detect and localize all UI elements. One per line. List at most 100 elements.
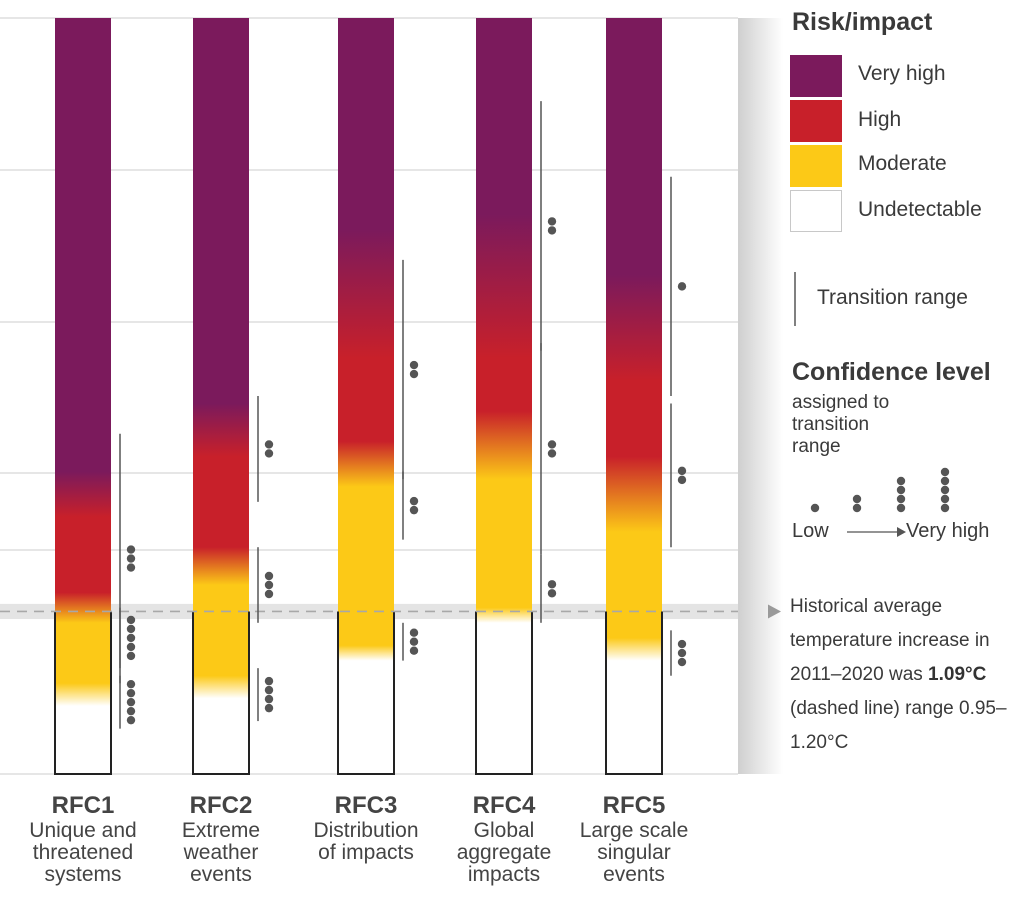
rfc1-confidence-dot <box>126 633 136 643</box>
rfc1-confidence-dot <box>126 715 136 725</box>
panel-divider-shadow <box>738 18 783 774</box>
rfc2-description: Extreme weather events <box>181 819 261 886</box>
legend-label-undetectable: Undetectable <box>858 198 982 221</box>
legend-confidence-title: Confidence level <box>792 358 991 386</box>
rfc2-code: RFC2 <box>189 792 253 819</box>
rfc1-confidence-dot <box>126 706 136 716</box>
legend-confidence-dot <box>896 476 906 486</box>
rfc4-label: RFC4 Global aggregate impacts <box>429 792 579 886</box>
rfc5-confidence-dot <box>677 648 687 658</box>
rfc2-confidence-dot <box>264 685 274 695</box>
legend-transition-label: Transition range <box>817 286 968 309</box>
legend-confidence-subtitle: assigned to transition range <box>792 392 890 457</box>
swatch-undetectable <box>790 190 842 232</box>
rfc2-confidence-dot <box>264 703 274 713</box>
legend-confidence-very-high: Very high <box>906 520 990 542</box>
rfc2-confidence-dot <box>264 449 274 458</box>
rfc2-confidence-dot <box>264 589 274 599</box>
rfc1-confidence-dot <box>126 545 136 554</box>
rfc4-bar <box>476 18 532 774</box>
rfc1-confidence-dot <box>126 679 136 689</box>
rfc5-confidence-dot <box>677 639 687 649</box>
rfc4-outline <box>475 611 533 775</box>
rfc4-confidence-dot <box>547 217 557 226</box>
rfc5-bar <box>606 18 662 774</box>
swatch-very-high <box>790 55 842 97</box>
transition-ranges <box>119 101 687 729</box>
historical-arrow-icon <box>768 604 781 619</box>
rfc1-confidence-dot <box>126 554 136 563</box>
legend-confidence-dot <box>940 485 950 495</box>
legend-label-moderate: Moderate <box>858 152 947 175</box>
rfc4-confidence-dot <box>547 440 557 449</box>
rfc5-confidence-dot <box>677 466 687 476</box>
rfc3-confidence-dot <box>409 505 419 515</box>
rfc3-description: Distribution of impacts <box>313 819 419 864</box>
historical-note-suffix: (dashed line) range 0.95–1.20°C <box>790 698 1007 753</box>
rfc1-confidence-dot <box>126 563 136 572</box>
rfc1-confidence-dot <box>126 642 136 652</box>
rfc5-confidence-dot <box>677 475 687 485</box>
legend-risk-title: Risk/impact <box>792 8 933 36</box>
rfc3-confidence-dot <box>409 369 419 379</box>
rfc2-confidence-dot <box>264 694 274 704</box>
rfc1-outline <box>54 611 112 775</box>
rfc2-confidence-dot <box>264 676 274 686</box>
legend-confidence-dot <box>852 503 862 513</box>
rfc3-label: RFC3 Distribution of impacts <box>291 792 441 864</box>
rfc2-bar <box>193 18 249 774</box>
swatch-moderate <box>790 145 842 187</box>
rfc2-confidence-dot <box>264 440 274 449</box>
rfc5-confidence-dot <box>677 282 687 291</box>
legend-label-high: High <box>858 108 902 131</box>
rfc3-confidence-dot <box>409 628 419 637</box>
rfc5-code: RFC5 <box>602 792 666 819</box>
legend-confidence-dot <box>940 476 950 486</box>
rfc1-confidence-dot <box>126 651 136 661</box>
rfc2-confidence-dot <box>264 571 274 581</box>
rfc1-confidence-dot <box>126 688 136 698</box>
rfc3-code: RFC3 <box>334 792 398 819</box>
rfc1-bar <box>55 18 111 774</box>
rfc1-confidence-dot <box>126 624 136 634</box>
rfc1-confidence-dot <box>126 615 136 625</box>
legend-confidence-dot <box>940 503 950 513</box>
rfc2-outline <box>192 611 250 775</box>
rfc4-confidence-dot <box>547 589 557 598</box>
legend-confidence-dot <box>940 467 950 477</box>
rfc1-description: Unique and threatened systems <box>29 819 137 886</box>
legend-confidence-dot <box>940 494 950 504</box>
rfc2-confidence-dot <box>264 580 274 590</box>
legend-confidence-low: Low <box>792 520 829 542</box>
legend-confidence-arrow-icon <box>897 527 906 537</box>
legend-graphics <box>794 272 950 537</box>
rfc4-confidence-dot <box>547 449 557 458</box>
rfc5-confidence-dot <box>677 657 687 667</box>
rfc4-confidence-dot <box>547 226 557 235</box>
legend-confidence-dot <box>852 494 862 504</box>
legend: Risk/impact Very high High Moderate Unde… <box>790 0 1012 909</box>
legend-label-very-high: Very high <box>858 62 946 85</box>
rfc5-outline <box>605 611 663 775</box>
historical-value: 1.09°C <box>928 664 987 685</box>
rfc4-confidence-dot <box>547 580 557 589</box>
rfc3-confidence-dot <box>409 360 419 370</box>
historical-note: Historical average temperature increase … <box>790 590 1012 760</box>
rfc3-confidence-dot <box>409 646 419 655</box>
swatch-high <box>790 100 842 142</box>
rfc3-confidence-dot <box>409 637 419 646</box>
rfc-bars <box>54 18 663 775</box>
rfc3-outline <box>337 611 395 775</box>
rfc3-confidence-dot <box>409 496 419 506</box>
rfc1-code: RFC1 <box>51 792 115 819</box>
rfc5-label: RFC5 Large scale singular events <box>559 792 709 886</box>
rfc4-code: RFC4 <box>472 792 536 819</box>
legend-confidence-dot <box>896 503 906 513</box>
legend-confidence-dot <box>896 494 906 504</box>
rfc5-description: Large scale singular events <box>579 819 689 886</box>
rfc2-label: RFC2 Extreme weather events <box>146 792 296 886</box>
rfc4-description: Global aggregate impacts <box>456 819 552 886</box>
rfc1-label: RFC1 Unique and threatened systems <box>8 792 158 886</box>
legend-confidence-dot <box>810 503 820 513</box>
